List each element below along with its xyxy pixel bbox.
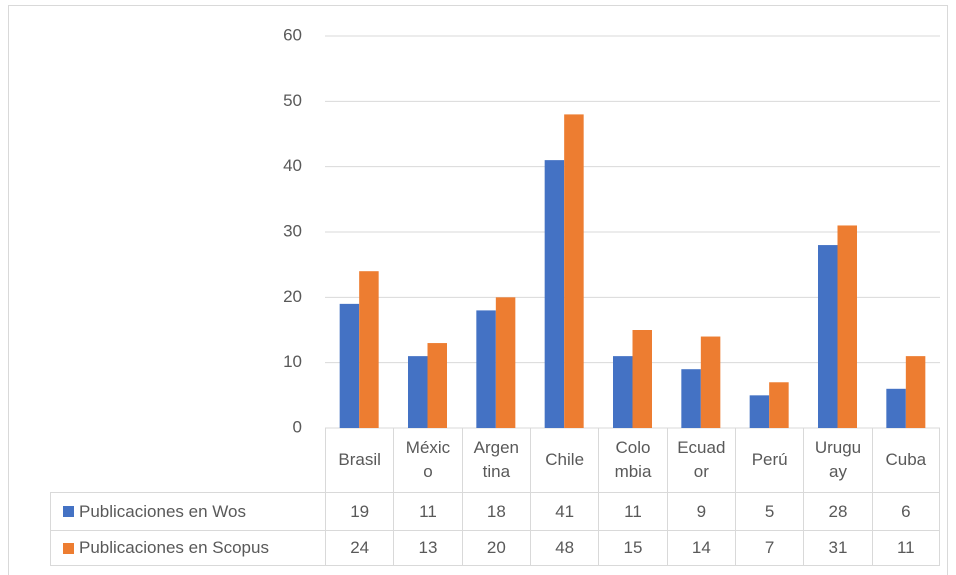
category-cell: Chile xyxy=(530,428,598,492)
y-tick-label: 30 xyxy=(283,221,302,240)
category-cell: Colombia xyxy=(598,428,666,492)
legend-swatch xyxy=(63,542,74,554)
table-value: 48 xyxy=(530,530,599,566)
x-tick-label: Uruguay xyxy=(814,438,862,481)
table-value: 11 xyxy=(393,492,462,530)
bar xyxy=(769,382,789,428)
table-value: 41 xyxy=(530,492,599,530)
table-value: 14 xyxy=(666,530,735,566)
x-tick-label: Brasil xyxy=(338,450,381,469)
bar xyxy=(681,369,701,428)
bar xyxy=(427,343,447,428)
y-tick-label: 20 xyxy=(283,287,302,306)
chart-frame xyxy=(8,5,948,575)
category-cell: Perú xyxy=(735,428,803,492)
bar xyxy=(476,310,496,428)
y-tick-label: 0 xyxy=(293,417,302,436)
table-value: 18 xyxy=(461,492,530,530)
bar xyxy=(700,336,721,428)
category-cell: Brasil xyxy=(325,428,393,492)
bar xyxy=(886,388,906,428)
table-value: 11 xyxy=(871,530,940,566)
bar xyxy=(837,225,857,428)
category-cell: México xyxy=(393,428,461,492)
x-tick-label: Argentina xyxy=(473,438,519,481)
bar xyxy=(905,356,926,428)
category-cell: Ecuador xyxy=(666,428,735,492)
y-tick-label: 40 xyxy=(283,156,302,175)
table-value: 9 xyxy=(666,492,735,530)
legend-cell: Publicaciones en Scopus xyxy=(50,530,325,566)
bar xyxy=(544,160,565,428)
x-tick-label: México xyxy=(405,438,451,481)
y-tick-label: 10 xyxy=(283,352,302,371)
table-value: 28 xyxy=(803,492,872,530)
x-tick-label: Ecuador xyxy=(677,438,726,481)
table-value: 5 xyxy=(735,492,804,530)
x-tick-label: Colombia xyxy=(614,438,652,481)
category-cell: Argentina xyxy=(461,428,530,492)
x-tick-label: Cuba xyxy=(885,450,927,469)
table-value: 19 xyxy=(325,492,394,530)
table-value: 31 xyxy=(803,530,872,566)
bar xyxy=(818,245,838,428)
x-tick-label: Perú xyxy=(751,450,788,469)
bar xyxy=(339,303,360,428)
category-cell: Uruguay xyxy=(803,428,871,492)
bar xyxy=(359,271,379,428)
category-cell: Cuba xyxy=(871,428,940,492)
legend-cell: Publicaciones en Wos xyxy=(50,492,325,530)
table-value: 6 xyxy=(871,492,940,530)
bar xyxy=(749,395,770,428)
legend-label: Publicaciones en Wos xyxy=(79,501,246,521)
y-tick-label: 50 xyxy=(283,91,302,110)
y-tick-label: 60 xyxy=(283,25,302,44)
table-value: 11 xyxy=(598,492,667,530)
table-value: 13 xyxy=(393,530,462,566)
bar xyxy=(564,114,584,429)
bar xyxy=(632,330,652,428)
legend-swatch xyxy=(63,506,74,517)
table-value: 24 xyxy=(325,530,394,566)
table-value: 20 xyxy=(461,530,530,566)
bar xyxy=(495,297,516,428)
table-value: 7 xyxy=(735,530,804,566)
bar xyxy=(613,356,633,428)
x-tick-label: Chile xyxy=(545,450,585,469)
bar xyxy=(408,356,428,428)
table-value: 15 xyxy=(598,530,667,566)
legend-label: Publicaciones en Scopus xyxy=(79,538,269,557)
